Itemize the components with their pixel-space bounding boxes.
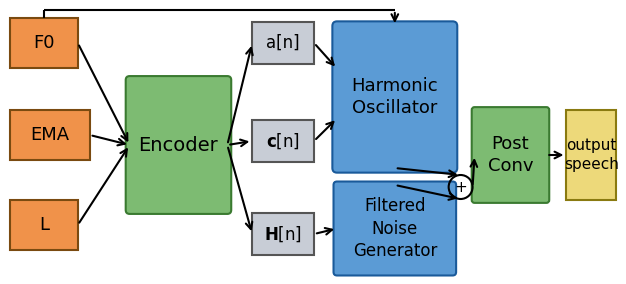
Text: +: +: [454, 179, 467, 195]
FancyBboxPatch shape: [334, 181, 456, 275]
FancyBboxPatch shape: [252, 22, 314, 64]
Text: F0: F0: [33, 34, 54, 52]
Text: $\mathbf{H}$[n]: $\mathbf{H}$[n]: [264, 224, 302, 244]
FancyBboxPatch shape: [252, 213, 314, 255]
FancyBboxPatch shape: [10, 110, 90, 160]
FancyBboxPatch shape: [567, 110, 616, 200]
Text: a[n]: a[n]: [266, 34, 300, 52]
Text: EMA: EMA: [30, 126, 69, 144]
FancyBboxPatch shape: [10, 200, 78, 250]
Text: $\mathbf{c}$[n]: $\mathbf{c}$[n]: [266, 131, 300, 151]
Text: Harmonic
Oscillator: Harmonic Oscillator: [352, 77, 438, 117]
Text: L: L: [39, 216, 49, 234]
FancyBboxPatch shape: [332, 21, 457, 173]
FancyBboxPatch shape: [126, 76, 231, 214]
Text: output
speech: output speech: [564, 138, 618, 172]
Text: Encoder: Encoder: [138, 135, 218, 154]
Text: Filtered
Noise
Generator: Filtered Noise Generator: [352, 197, 437, 260]
FancyBboxPatch shape: [252, 120, 314, 162]
FancyBboxPatch shape: [472, 107, 549, 203]
FancyBboxPatch shape: [10, 18, 78, 68]
Text: Post
Conv: Post Conv: [488, 135, 533, 175]
